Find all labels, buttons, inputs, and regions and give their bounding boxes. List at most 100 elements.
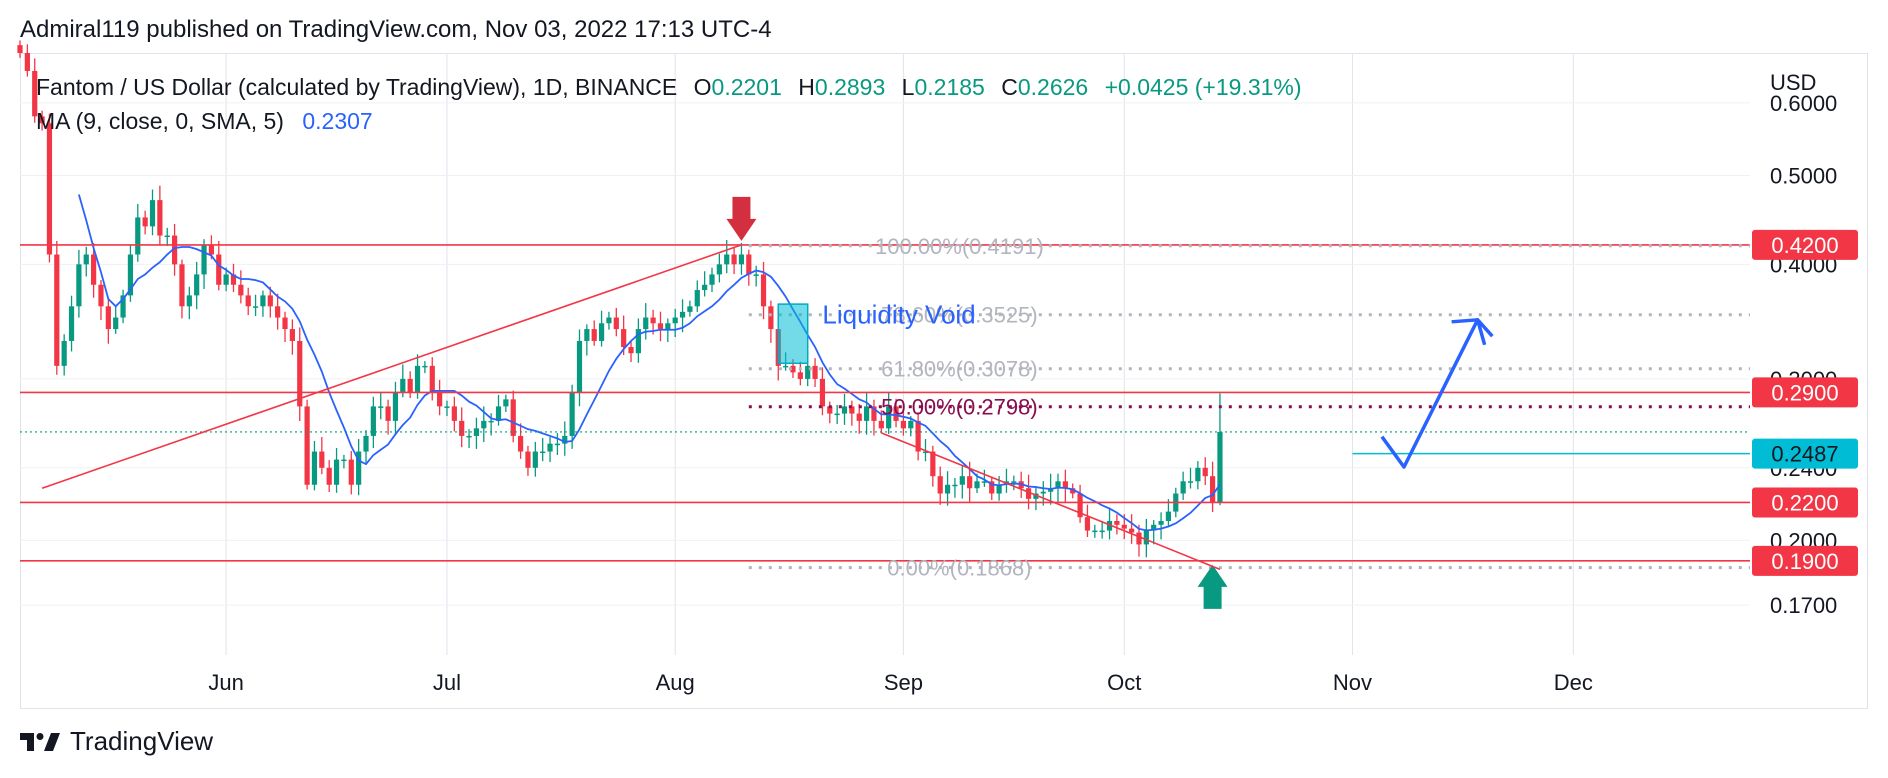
candle-body bbox=[363, 435, 369, 452]
candle-body bbox=[922, 451, 929, 454]
candle-body bbox=[260, 295, 266, 307]
candle-body bbox=[1209, 476, 1216, 503]
candle-body bbox=[392, 392, 399, 421]
candle-body bbox=[1158, 520, 1164, 525]
candle-body bbox=[61, 340, 67, 366]
close-key: C bbox=[1001, 74, 1018, 100]
candle-body bbox=[1202, 467, 1208, 477]
x-tick-label: Jul bbox=[433, 670, 461, 695]
candle-body bbox=[400, 378, 406, 393]
arrow-down-icon bbox=[726, 196, 757, 241]
candle-body bbox=[223, 274, 229, 285]
ma-label[interactable]: MA (9, close, 0, SMA, 5) bbox=[36, 108, 284, 134]
candle-body bbox=[856, 413, 862, 421]
candle-body bbox=[495, 406, 502, 421]
candle-body bbox=[348, 459, 354, 485]
candle-body bbox=[1062, 481, 1068, 489]
level-badge bbox=[1752, 377, 1858, 408]
candle-body bbox=[356, 451, 362, 485]
candle-body bbox=[304, 406, 310, 485]
candle-body bbox=[981, 481, 987, 483]
candle-body bbox=[503, 399, 509, 407]
candle-body bbox=[157, 200, 163, 236]
candle-body bbox=[1092, 530, 1098, 533]
candle-body bbox=[598, 323, 605, 341]
candle-body bbox=[547, 443, 553, 452]
candle-body bbox=[341, 459, 347, 462]
candle-body bbox=[893, 406, 899, 421]
candle-body bbox=[120, 295, 126, 318]
candle-body bbox=[584, 329, 590, 341]
candle-body bbox=[289, 329, 295, 341]
candle-body bbox=[709, 274, 715, 285]
candle-body bbox=[76, 264, 82, 307]
candle-body bbox=[1136, 532, 1142, 545]
candle-body bbox=[562, 435, 568, 444]
candle-body bbox=[783, 365, 789, 368]
candle-body bbox=[422, 365, 428, 368]
candle-body bbox=[46, 123, 53, 255]
candle-body bbox=[1217, 431, 1223, 503]
symbol-label[interactable]: Fantom / US Dollar (calculated by Tradin… bbox=[36, 74, 678, 100]
candle-body bbox=[944, 484, 951, 494]
fib-label: 0.00%(0.1868) bbox=[887, 556, 1031, 581]
candle-body bbox=[591, 329, 597, 341]
candle-body bbox=[849, 406, 855, 414]
candle-body bbox=[451, 406, 457, 421]
candle-body bbox=[996, 484, 1002, 494]
candle-body bbox=[738, 254, 745, 265]
publish-header: Admiral119 published on TradingView.com,… bbox=[20, 16, 772, 43]
candle-body bbox=[790, 365, 796, 373]
projection-path bbox=[1380, 318, 1494, 469]
candle-body bbox=[959, 476, 965, 485]
candle-body bbox=[1077, 493, 1083, 518]
level-badge-label: 0.2200 bbox=[1771, 490, 1838, 515]
candle-body bbox=[576, 340, 583, 393]
current-price-label: 0.2487 bbox=[1771, 442, 1838, 467]
candle-body bbox=[974, 481, 980, 489]
candle-body bbox=[98, 284, 104, 307]
candle-body bbox=[915, 420, 921, 452]
candle-body bbox=[1106, 520, 1113, 531]
chart-panel[interactable] bbox=[20, 53, 1868, 709]
high-key: H bbox=[798, 74, 815, 100]
y-tick-label: 0.6000 bbox=[1770, 91, 1837, 116]
level-badge-label: 0.1900 bbox=[1771, 549, 1838, 574]
candle-body bbox=[171, 235, 178, 265]
candle-body bbox=[378, 406, 384, 408]
low-key: L bbox=[901, 74, 915, 100]
candle-body bbox=[525, 451, 531, 468]
candle-body bbox=[834, 413, 840, 416]
candle-body bbox=[113, 317, 119, 330]
candle-body bbox=[863, 406, 870, 421]
level-badge-label: 0.4200 bbox=[1771, 233, 1838, 258]
ma-value: 0.2307 bbox=[302, 108, 373, 134]
candle-body bbox=[1143, 530, 1149, 545]
candle-body bbox=[886, 406, 892, 429]
fib-label: 100.00%(0.4191) bbox=[875, 234, 1044, 259]
candle-body bbox=[407, 378, 413, 393]
x-tick-label: Sep bbox=[884, 670, 923, 695]
high-value: 0.2893 bbox=[814, 74, 886, 100]
candle-body bbox=[1025, 488, 1032, 499]
candle-body bbox=[333, 459, 340, 485]
candle-body bbox=[679, 311, 686, 318]
candle-body bbox=[91, 254, 97, 285]
candle-body bbox=[1084, 517, 1091, 531]
candle-body bbox=[841, 406, 848, 414]
candle-body bbox=[1048, 488, 1054, 492]
candle-body bbox=[694, 290, 700, 307]
y-tick-label: 0.1700 bbox=[1770, 593, 1837, 618]
low-value: 0.2185 bbox=[914, 74, 985, 100]
candle-body bbox=[414, 365, 421, 393]
candle-body bbox=[621, 329, 627, 348]
candle-body bbox=[385, 406, 391, 421]
candle-body bbox=[32, 70, 38, 117]
candle-body bbox=[724, 254, 730, 265]
open-key: O bbox=[693, 74, 712, 100]
chart-legend: Fantom / US Dollar (calculated by Tradin… bbox=[36, 70, 1302, 138]
candle-body bbox=[1121, 524, 1127, 529]
candle-body bbox=[628, 347, 634, 354]
candle-body bbox=[760, 274, 767, 307]
